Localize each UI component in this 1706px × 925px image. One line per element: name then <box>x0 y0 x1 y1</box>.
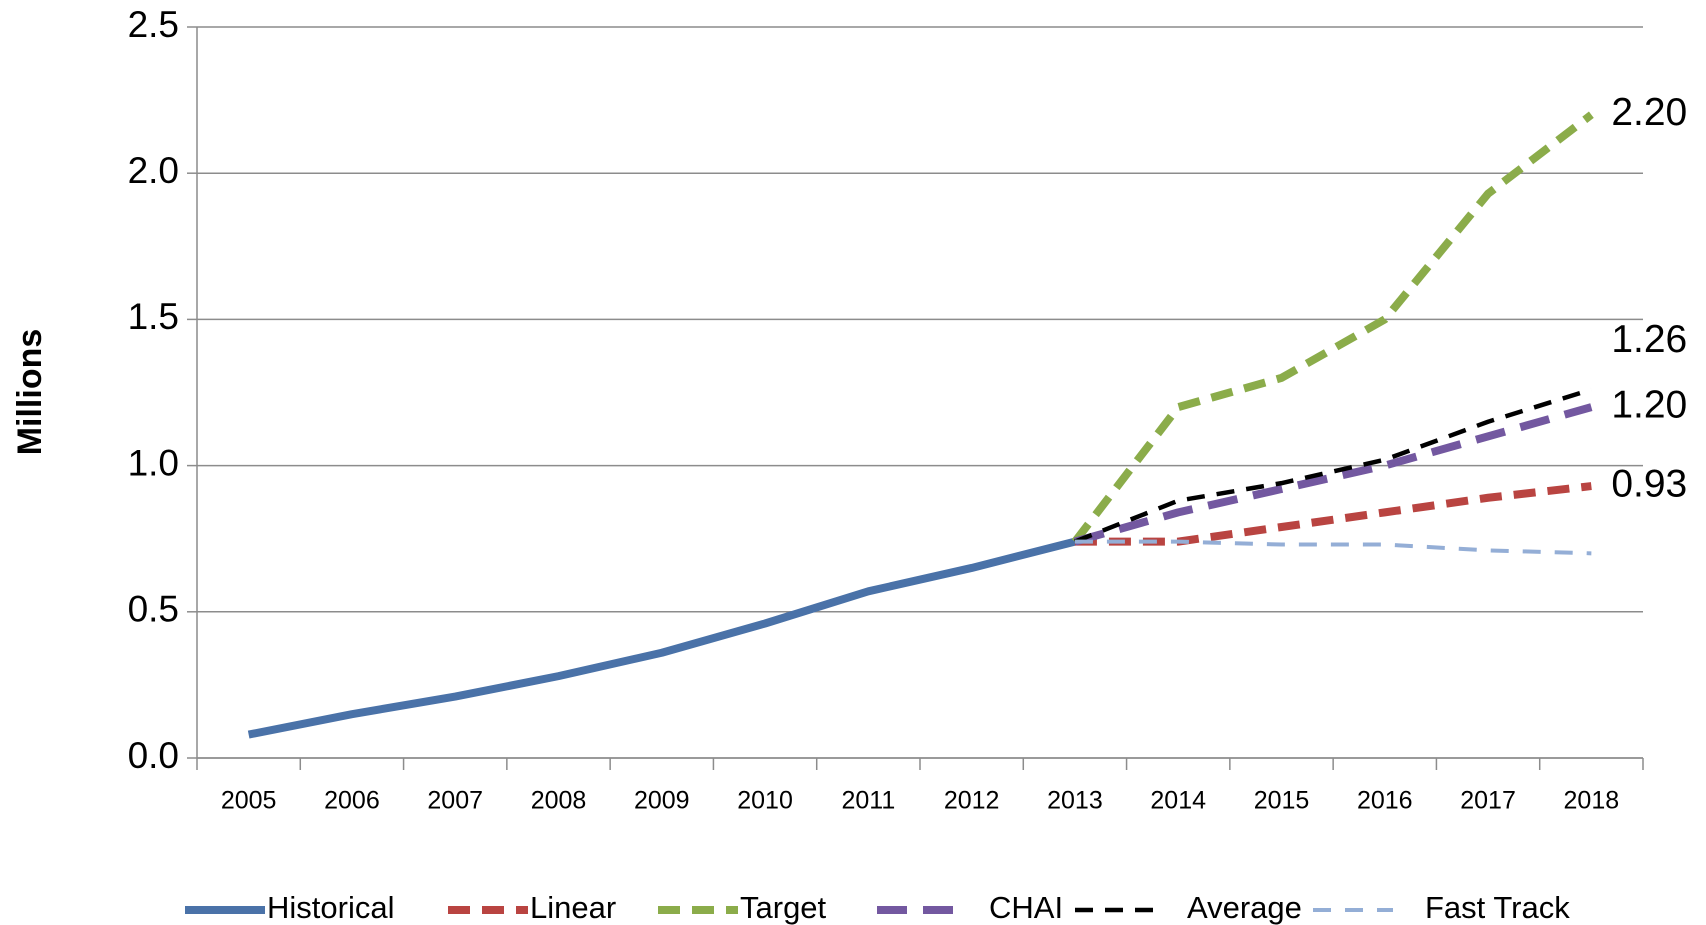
x-tick-label: 2014 <box>1150 787 1206 815</box>
value-label: 1.26 <box>1611 318 1687 361</box>
legend-label: CHAI <box>989 890 1063 925</box>
y-tick-label: 2.5 <box>128 4 179 45</box>
legend-label: Historical <box>267 890 394 925</box>
y-axis-label: Millions <box>11 329 49 456</box>
y-tick-label: 2.0 <box>128 150 179 191</box>
legend-label: Average <box>1187 890 1302 925</box>
x-tick-label: 2016 <box>1357 787 1413 815</box>
x-tick-label: 2007 <box>427 787 483 815</box>
series-line <box>1074 387 1593 544</box>
series-line <box>1074 539 1592 556</box>
series-line <box>247 537 1076 739</box>
value-label: 0.93 <box>1611 462 1687 505</box>
x-tick-label: 2006 <box>324 787 380 815</box>
x-tick-label: 2005 <box>221 787 277 815</box>
legend-label: Target <box>740 890 827 925</box>
x-tick-label: 2017 <box>1460 787 1516 815</box>
x-tick-label: 2013 <box>1047 787 1103 815</box>
legend-label: Linear <box>530 890 616 925</box>
y-tick-label: 1.5 <box>128 296 179 337</box>
legend-label: Fast Track <box>1425 890 1570 925</box>
series-line <box>1071 111 1594 545</box>
value-label: 1.20 <box>1611 383 1687 426</box>
x-tick-label: 2018 <box>1564 787 1620 815</box>
value-label: 2.20 <box>1611 91 1687 134</box>
y-tick-label: 1.0 <box>128 442 179 483</box>
series-line <box>1074 482 1592 546</box>
x-tick-label: 2011 <box>841 787 895 815</box>
x-tick-label: 2012 <box>944 787 1000 815</box>
x-tick-label: 2009 <box>634 787 690 815</box>
y-tick-label: 0.5 <box>128 589 179 630</box>
x-tick-label: 2010 <box>737 787 793 815</box>
x-tick-label: 2008 <box>531 787 587 815</box>
x-tick-label: 2015 <box>1254 787 1310 815</box>
y-tick-label: 0.0 <box>128 735 179 776</box>
